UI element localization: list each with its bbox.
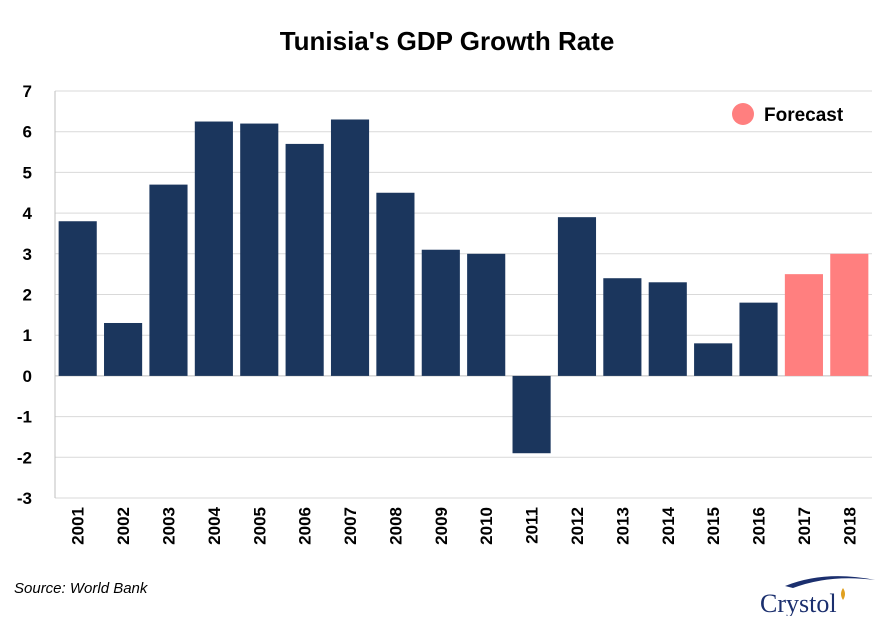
bars — [58, 119, 869, 454]
logo-flame-icon — [841, 588, 845, 600]
y-tick-label: 1 — [23, 326, 32, 345]
x-tick-label: 2012 — [568, 507, 587, 545]
legend-forecast-label: Forecast — [764, 105, 844, 126]
bar-2017 — [784, 274, 823, 376]
bar-2012 — [557, 217, 597, 376]
x-tick-label: 2002 — [114, 507, 133, 545]
x-tick-label: 2009 — [432, 507, 451, 545]
x-tick-label: 2005 — [250, 507, 269, 545]
y-tick-label: 7 — [23, 82, 32, 101]
x-tick-label: 2001 — [69, 507, 88, 545]
y-tick-label: 4 — [23, 204, 33, 223]
y-tick-label: 6 — [23, 123, 32, 142]
x-tick-label: 2018 — [840, 507, 859, 545]
legend: Forecast — [732, 103, 844, 126]
source-note: Source: World Bank — [14, 580, 148, 597]
x-tick-label: 2007 — [341, 507, 360, 545]
x-tick-label: 2014 — [659, 506, 678, 544]
bar-2013 — [603, 278, 642, 376]
bar-2016 — [739, 302, 778, 376]
crystol-logo: Crystol — [760, 576, 875, 616]
y-tick-label: -2 — [17, 448, 32, 467]
x-tick-label: 2011 — [523, 507, 542, 544]
x-tick-label: 2017 — [795, 507, 814, 545]
y-tick-label: 2 — [23, 286, 32, 305]
bar-2014 — [648, 282, 687, 376]
x-tick-label: 2003 — [159, 507, 178, 545]
x-tick-label: 2006 — [296, 507, 315, 545]
y-axis: 7 6 5 4 3 2 1 0 -1 -2 -3 — [17, 82, 56, 508]
x-tick-label: 2010 — [477, 507, 496, 545]
y-tick-label: 3 — [23, 245, 32, 264]
x-tick-label: 2016 — [750, 507, 769, 545]
bar-2001 — [58, 221, 97, 376]
y-tick-label: -3 — [17, 489, 32, 508]
legend-forecast-marker — [732, 103, 754, 125]
bar-2018 — [830, 253, 869, 376]
y-tick-label: 5 — [23, 163, 32, 182]
x-tick-label: 2015 — [704, 507, 723, 545]
bar-2004 — [194, 121, 233, 376]
bar-2015 — [694, 343, 733, 376]
x-axis: 2001 2002 2003 2004 2005 2006 2007 2008 2009 2010… — [69, 506, 860, 544]
bar-2003 — [149, 184, 188, 376]
bar-2007 — [330, 119, 370, 376]
x-tick-label: 2013 — [613, 507, 632, 545]
logo-swoosh-icon — [785, 576, 875, 588]
bar-2008 — [376, 192, 415, 376]
chart-title: Tunisia's GDP Growth Rate — [280, 26, 615, 56]
y-tick-label: 0 — [23, 367, 32, 386]
bar-2011 — [512, 375, 551, 454]
bar-2009 — [421, 249, 460, 376]
bar-2006 — [285, 143, 324, 376]
logo-text: Crystol — [760, 589, 837, 616]
bar-2002 — [104, 322, 143, 376]
x-tick-label: 2008 — [386, 507, 405, 545]
bar-2005 — [240, 123, 279, 376]
gdp-growth-chart: Tunisia's GDP Growth Rate 7 6 5 4 3 2 1 0 -1 -2 -3… — [17, 26, 872, 545]
x-tick-label: 2004 — [205, 506, 224, 544]
gridlines — [55, 90, 872, 499]
y-tick-label: -1 — [17, 408, 32, 427]
bar-2010 — [467, 253, 506, 376]
